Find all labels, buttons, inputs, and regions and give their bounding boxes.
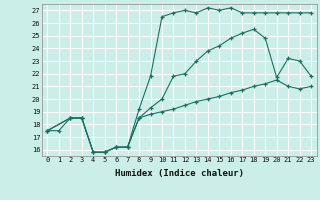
X-axis label: Humidex (Indice chaleur): Humidex (Indice chaleur) (115, 169, 244, 178)
